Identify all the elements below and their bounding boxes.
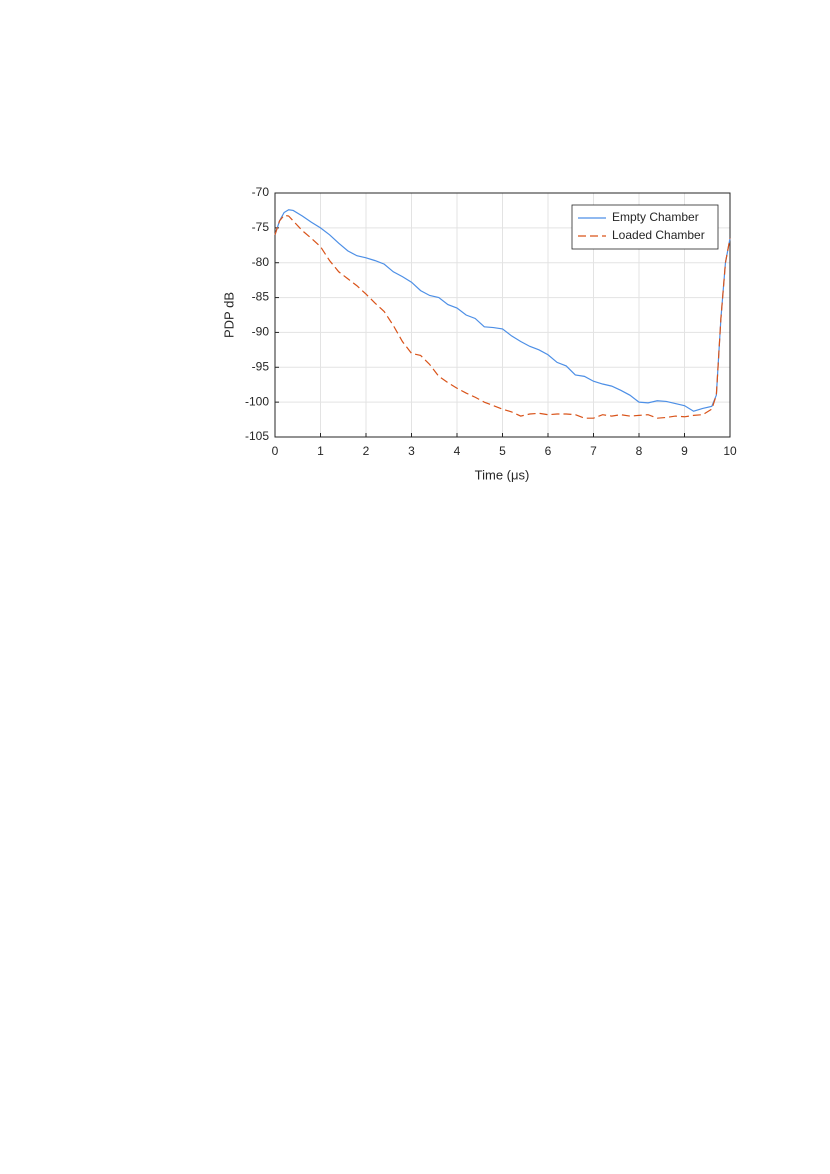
data-line bbox=[274, 214, 731, 419]
x-tick-label: 8 bbox=[636, 444, 643, 458]
y-tick-label: -70 bbox=[252, 185, 270, 199]
y-tick-label: -80 bbox=[252, 255, 270, 269]
x-tick-label: 2 bbox=[363, 444, 370, 458]
x-axis-label: Time (μs) bbox=[475, 467, 530, 482]
legend-box bbox=[571, 204, 719, 250]
y-tick-label: -75 bbox=[252, 220, 270, 234]
x-tick-label: 7 bbox=[590, 444, 597, 458]
y-axis-label: PDP dB bbox=[221, 292, 236, 338]
x-tick-label: 0 bbox=[272, 444, 279, 458]
y-tick-label: -95 bbox=[252, 359, 270, 373]
x-tick-label: 6 bbox=[545, 444, 552, 458]
x-tick-label: 4 bbox=[454, 444, 461, 458]
legend-label: Empty Chamber bbox=[612, 210, 699, 224]
x-tick-label: 1 bbox=[317, 444, 324, 458]
y-tick-label: -90 bbox=[252, 325, 270, 339]
data-line bbox=[274, 209, 731, 412]
y-tick-label: -100 bbox=[245, 394, 269, 408]
x-tick-label: 5 bbox=[499, 444, 506, 458]
x-tick-label: 3 bbox=[408, 444, 415, 458]
legend-label: Loaded Chamber bbox=[612, 228, 705, 242]
axes-box bbox=[274, 192, 731, 438]
y-tick-label: -85 bbox=[252, 290, 270, 304]
y-tick-label: -105 bbox=[245, 429, 269, 443]
x-tick-label: 9 bbox=[681, 444, 688, 458]
x-tick-label: 10 bbox=[723, 444, 737, 458]
